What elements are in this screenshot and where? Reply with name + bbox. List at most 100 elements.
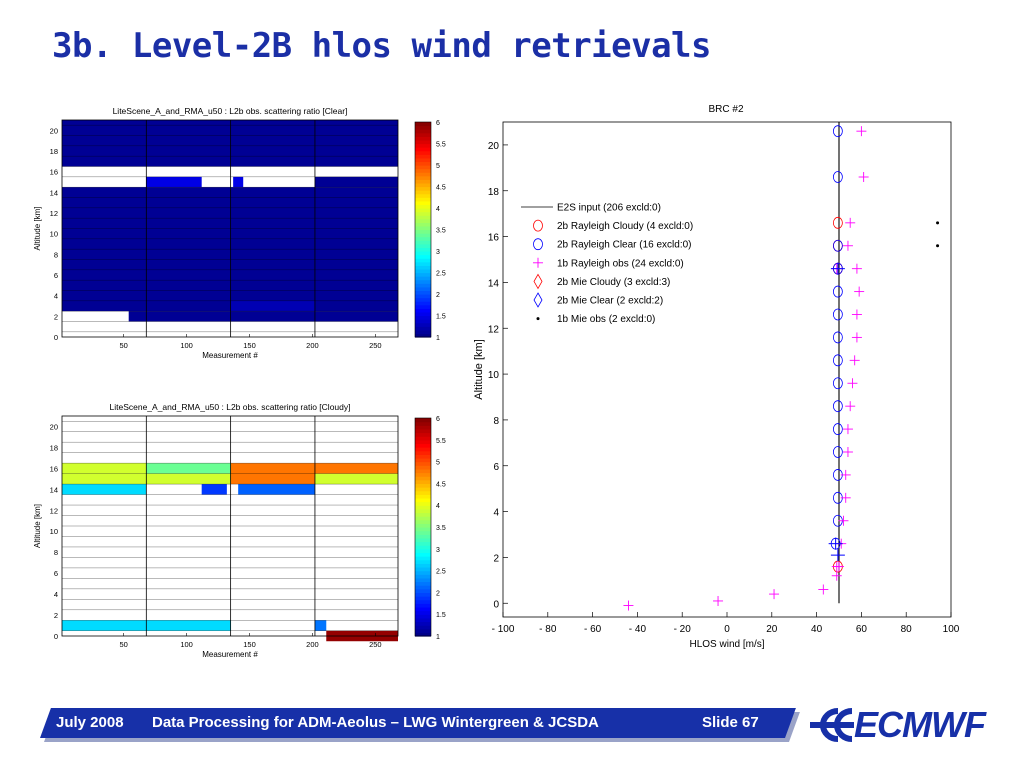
legend-dot-swatch: [536, 317, 540, 321]
colorbar-segment: [415, 132, 431, 137]
colorbar-segment: [415, 218, 431, 223]
heatmap-x-tick: 150: [243, 341, 256, 350]
colorbar-segment: [415, 319, 431, 324]
colorbar-segment: [415, 304, 431, 309]
colorbar-segment: [415, 272, 431, 277]
rayleigh-circle-marker: [832, 308, 843, 321]
colorbar-segment: [415, 599, 431, 604]
heatmap-cell: [314, 176, 398, 188]
colorbar-segment: [415, 628, 431, 633]
heatmap-y-label: Altitude [km]: [33, 206, 42, 250]
scatter-x-tick: - 60: [584, 624, 602, 635]
colorbar-segment: [415, 632, 431, 637]
heatmap-x-tick: 50: [119, 341, 127, 350]
rayleigh-circle-marker: [832, 239, 843, 252]
colorbar-segment: [415, 527, 431, 532]
rayleigh-circle-marker: [832, 125, 843, 138]
heatmap-cell: [238, 484, 315, 495]
heatmap-cell: [146, 176, 202, 188]
colorbar-segment: [415, 614, 431, 619]
colorbar-segment: [415, 490, 431, 495]
mie-obs-dot: [936, 221, 940, 225]
heatmap-cell: [314, 463, 398, 474]
colorbar-segment: [415, 200, 431, 206]
rayleigh-circle-marker: [832, 216, 843, 229]
heatmap-y-tick: 20: [50, 126, 58, 135]
colorbar-segment: [415, 537, 431, 543]
heatmap-x-tick: 250: [369, 341, 382, 350]
scatter-y-tick: 2: [493, 553, 499, 564]
heatmap-y-tick: 12: [50, 506, 58, 515]
scatter-x-tick: 60: [856, 624, 868, 635]
colorbar-segment: [415, 519, 431, 524]
colorbar-segment: [415, 447, 431, 452]
heatmap-cell: [201, 484, 227, 495]
scatter-x-tick: 20: [766, 624, 778, 635]
heatmap-y-tick: 6: [54, 569, 58, 578]
rayleigh-circle-marker: [832, 171, 843, 183]
scatter-x-tick: 0: [724, 624, 730, 635]
colorbar-segment: [415, 476, 431, 481]
colorbar-tick-label: 5.5: [436, 438, 446, 445]
colorbar-segment: [415, 308, 431, 313]
legend-entry-label: 2b Rayleigh Clear (16 excld:0): [557, 240, 692, 251]
colorbar-segment: [415, 311, 431, 317]
colorbar-segment: [415, 468, 431, 474]
colorbar-segment: [415, 175, 431, 180]
heatmap-y-tick: 8: [54, 548, 58, 557]
slide-title: 3b. Level-2B hlos wind retrievals: [52, 26, 712, 66]
ecmwf-logo-text: ECMWF: [854, 704, 986, 745]
colorbar-segment: [415, 418, 431, 423]
heatmap-y-label: Altitude [km]: [33, 504, 42, 548]
colorbar-segment: [415, 487, 431, 492]
colorbar-segment: [415, 150, 431, 155]
heatmap-frame: [61, 415, 399, 637]
colorbar-segment: [415, 494, 431, 499]
colorbar-segment: [415, 617, 431, 623]
colorbar-segment: [415, 122, 431, 127]
scatter-x-tick: - 100: [492, 624, 515, 635]
colorbar-segment: [415, 457, 431, 463]
colorbar-segment: [415, 461, 431, 466]
legend-entry-label: E2S input (206 excld:0): [557, 203, 661, 214]
heatmap-cell: [314, 620, 327, 631]
colorbar-segment: [415, 204, 431, 209]
colorbar-segment: [415, 610, 431, 615]
heatmap-y-tick: 4: [54, 590, 58, 599]
colorbar-segment: [415, 286, 431, 292]
colorbar-segment: [415, 450, 431, 455]
colorbar-segment: [415, 329, 431, 335]
colorbar-segment: [415, 165, 431, 170]
heatmap-cell: [62, 463, 147, 474]
colorbar-segment: [415, 322, 431, 327]
heatmap-cell: [146, 473, 231, 485]
colorbar-segment: [415, 143, 431, 148]
heatmap-y-tick: 18: [50, 147, 58, 156]
heatmap-y-tick: 0: [54, 632, 58, 641]
legend-diamond-swatch: [533, 273, 543, 290]
heatmap-title: LiteScene_A_and_RMA_u50 : L2b obs. scatt…: [110, 402, 351, 412]
colorbar-segment: [415, 541, 431, 546]
colorbar-segment: [415, 233, 431, 238]
heatmap-y-tick: 20: [50, 422, 58, 431]
heatmap-x-label: Measurement #: [202, 650, 258, 659]
scatter-frame: [502, 121, 952, 618]
colorbar-tick-label: 2: [436, 590, 440, 597]
heatmap-cell: [146, 463, 231, 474]
colorbar-segment: [415, 297, 431, 302]
colorbar-segment: [415, 139, 431, 145]
legend-entry-label: 2b Rayleigh Cloudy (4 excld:0): [557, 221, 693, 232]
heatmap-x-label: Measurement #: [202, 351, 258, 360]
colorbar-tick-label: 2: [436, 292, 440, 299]
colorbar-segment: [415, 472, 431, 477]
colorbar-segment: [415, 251, 431, 256]
colorbar-segment: [415, 588, 431, 593]
colorbar-segment: [415, 534, 431, 539]
heatmap-cell: [314, 473, 398, 485]
colorbar-segment: [415, 261, 431, 266]
colorbar-tick-label: 4.5: [436, 185, 446, 192]
legend-entry-label: 1b Mie obs (2 excld:0): [557, 314, 655, 325]
heatmap-y-tick: 12: [50, 209, 58, 218]
colorbar-segment: [415, 483, 431, 488]
scatter-x-tick: 100: [943, 624, 960, 635]
